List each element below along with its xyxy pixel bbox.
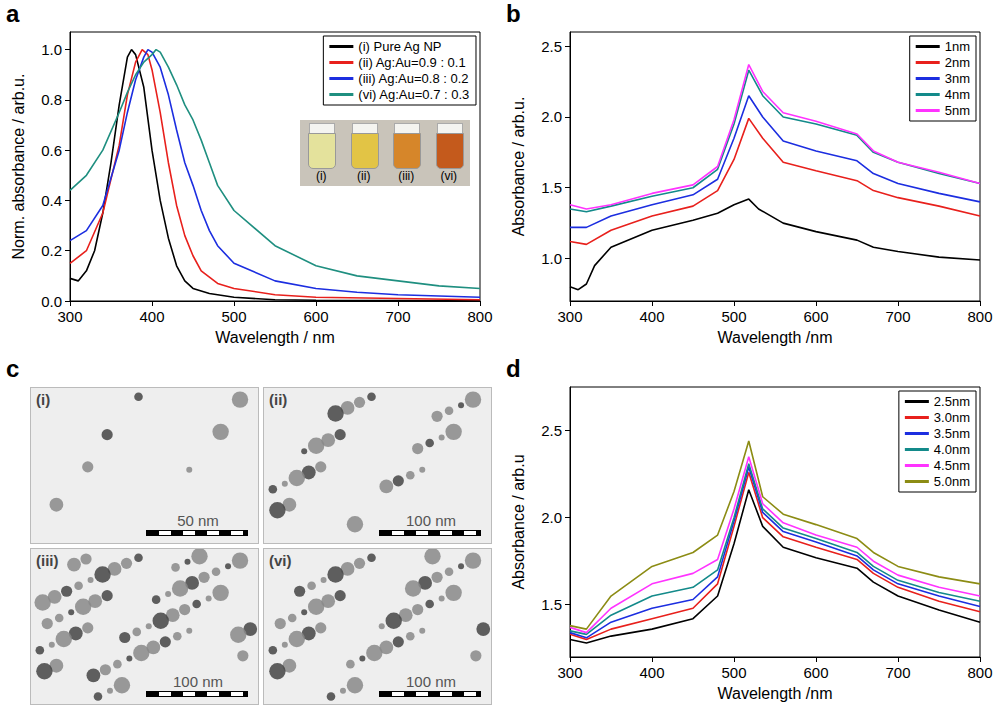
svg-text:500: 500 <box>721 664 746 681</box>
svg-text:500: 500 <box>221 308 246 325</box>
html-text:(ii): (ii) <box>357 169 371 183</box>
svg-text:0.6: 0.6 <box>41 142 62 159</box>
svg-text:(i) Pure Ag NP: (i) Pure Ag NP <box>358 39 441 54</box>
svg-text:800: 800 <box>967 308 992 325</box>
html-text:(vi): (vi) <box>269 552 292 569</box>
svg-text:Wavelength /nm: Wavelength /nm <box>717 685 832 702</box>
html-text:(i): (i) <box>36 391 51 408</box>
html-text:(ii): (ii) <box>269 391 288 408</box>
svg-text:3nm: 3nm <box>945 71 970 86</box>
html-text:a: a <box>6 0 20 27</box>
svg-text:700: 700 <box>885 664 910 681</box>
svg-text:0.2: 0.2 <box>41 242 62 259</box>
html-text:c: c <box>6 355 20 382</box>
html-text:(i): (i) <box>315 169 327 183</box>
svg-text:Absorbance / arb.u: Absorbance / arb.u <box>510 454 527 589</box>
svg-text:4.5nm: 4.5nm <box>934 458 970 473</box>
svg-text:0.0: 0.0 <box>41 293 62 310</box>
svg-text:300: 300 <box>57 308 82 325</box>
svg-text:5nm: 5nm <box>945 103 970 118</box>
svg-text:2.5: 2.5 <box>541 422 562 439</box>
html-text:(iii): (iii) <box>398 169 415 183</box>
svg-text:2nm: 2nm <box>945 55 970 70</box>
svg-text:700: 700 <box>885 308 910 325</box>
svg-text:4nm: 4nm <box>945 87 970 102</box>
svg-text:700: 700 <box>385 308 410 325</box>
svg-text:2.0: 2.0 <box>541 108 562 125</box>
svg-text:Norm. absorbance / arb.u.: Norm. absorbance / arb.u. <box>10 74 27 260</box>
svg-text:2.5nm: 2.5nm <box>934 394 970 409</box>
svg-text:300: 300 <box>557 664 582 681</box>
html-text:100 nm: 100 nm <box>406 512 456 529</box>
svg-text:Wavelength /nm: Wavelength /nm <box>717 329 832 346</box>
svg-text:(iii) Ag:Au=0.8 : 0.2: (iii) Ag:Au=0.8 : 0.2 <box>358 71 468 86</box>
html-text:(iii): (iii) <box>36 552 59 569</box>
svg-text:Wavelength / nm: Wavelength / nm <box>215 329 334 346</box>
svg-text:3.0nm: 3.0nm <box>934 410 970 425</box>
html-text:50 nm: 50 nm <box>177 512 219 529</box>
svg-text:500: 500 <box>721 308 746 325</box>
svg-text:5.0nm: 5.0nm <box>934 474 970 489</box>
svg-text:400: 400 <box>639 664 664 681</box>
svg-text:1.0: 1.0 <box>41 41 62 58</box>
svg-text:4.0nm: 4.0nm <box>934 442 970 457</box>
html-text:100 nm: 100 nm <box>406 673 456 690</box>
svg-text:(ii) Ag:Au=0.9 : 0.1: (ii) Ag:Au=0.9 : 0.1 <box>358 55 465 70</box>
svg-text:(vi) Ag:Au=0.7 : 0.3: (vi) Ag:Au=0.7 : 0.3 <box>358 87 469 102</box>
svg-text:600: 600 <box>303 308 328 325</box>
svg-text:1.5: 1.5 <box>541 179 562 196</box>
svg-text:400: 400 <box>639 308 664 325</box>
svg-text:300: 300 <box>557 308 582 325</box>
svg-text:2.0: 2.0 <box>541 509 562 526</box>
svg-text:400: 400 <box>139 308 164 325</box>
svg-text:2.5: 2.5 <box>541 38 562 55</box>
svg-text:3.5nm: 3.5nm <box>934 426 970 441</box>
svg-text:600: 600 <box>803 308 828 325</box>
svg-text:Absorbance / arb.u.: Absorbance / arb.u. <box>510 97 527 237</box>
html-text:100 nm: 100 nm <box>173 673 223 690</box>
svg-text:600: 600 <box>803 664 828 681</box>
html-text:d: d <box>506 355 521 382</box>
svg-text:0.8: 0.8 <box>41 91 62 108</box>
svg-text:1.5: 1.5 <box>541 596 562 613</box>
svg-text:1.0: 1.0 <box>541 250 562 267</box>
svg-text:1nm: 1nm <box>945 39 970 54</box>
svg-text:800: 800 <box>967 664 992 681</box>
html-text:(vi): (vi) <box>440 169 458 183</box>
svg-text:0.4: 0.4 <box>41 192 62 209</box>
html-text:b: b <box>506 0 521 27</box>
svg-text:800: 800 <box>467 308 492 325</box>
